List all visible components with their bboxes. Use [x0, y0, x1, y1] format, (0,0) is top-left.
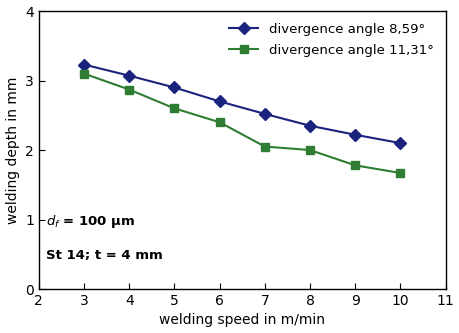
divergence angle 11,31° — [262, 145, 267, 149]
divergence angle 11,31° — [81, 72, 87, 76]
divergence angle 8,59° — [397, 141, 402, 145]
divergence angle 8,59° — [126, 74, 132, 78]
divergence angle 8,59° — [262, 112, 267, 116]
divergence angle 11,31° — [216, 120, 222, 124]
divergence angle 11,31° — [352, 163, 357, 167]
divergence angle 8,59° — [307, 124, 312, 128]
Text: St 14; t = 4 mm: St 14; t = 4 mm — [45, 249, 162, 262]
divergence angle 11,31° — [126, 88, 132, 92]
Line: divergence angle 8,59°: divergence angle 8,59° — [80, 60, 403, 147]
divergence angle 11,31° — [397, 171, 402, 175]
Legend: divergence angle 8,59°, divergence angle 11,31°: divergence angle 8,59°, divergence angle… — [224, 18, 438, 62]
divergence angle 11,31° — [171, 106, 177, 110]
Line: divergence angle 11,31°: divergence angle 11,31° — [80, 70, 403, 177]
X-axis label: welding speed in m/min: welding speed in m/min — [159, 313, 325, 327]
divergence angle 8,59° — [81, 63, 87, 67]
divergence angle 8,59° — [352, 133, 357, 137]
divergence angle 8,59° — [171, 86, 177, 90]
divergence angle 8,59° — [216, 99, 222, 103]
Y-axis label: welding depth in mm: welding depth in mm — [6, 76, 20, 224]
divergence angle 11,31° — [307, 148, 312, 152]
Text: $d_f$ = 100 μm: $d_f$ = 100 μm — [45, 213, 134, 230]
